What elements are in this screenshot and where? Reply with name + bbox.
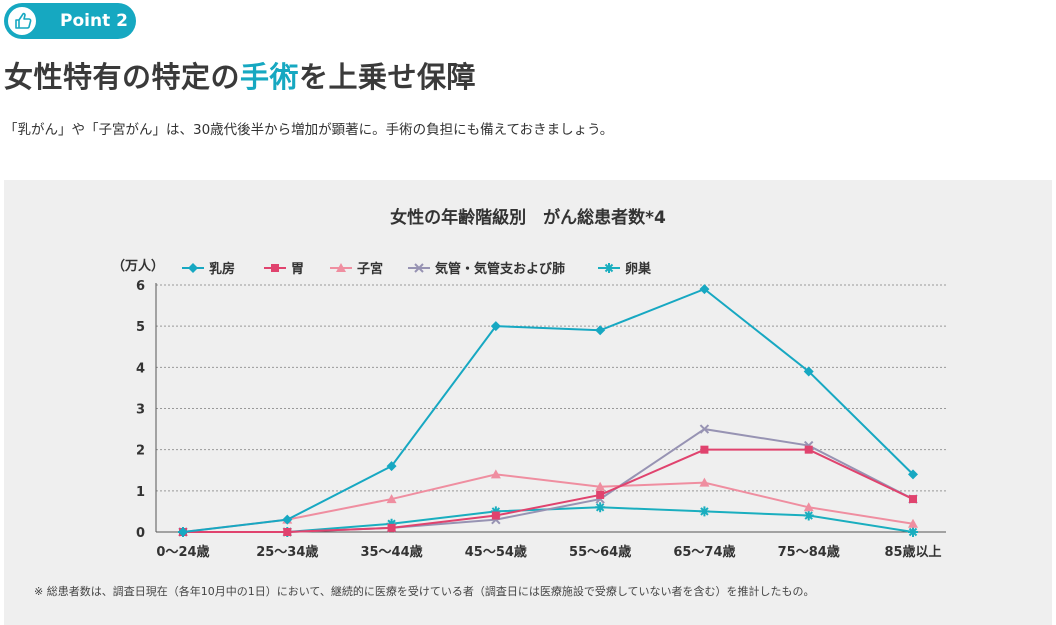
legend-marker [336, 263, 346, 272]
data-point [908, 469, 918, 480]
line-chart: 女性の年齢階級別 がん総患者数*4 （万人） 0 1 2 3 4 5 6 0〜24歳 25〜34歳 3… [34, 207, 946, 598]
x-tick-label: 75〜84歳 [778, 544, 840, 560]
series-line-5 [183, 506, 914, 533]
data-point [595, 502, 606, 513]
thumbs-up-icon [6, 5, 38, 37]
title-part-1: 女性特有の特定の [4, 60, 241, 94]
data-point [596, 490, 605, 499]
data-point [908, 527, 918, 537]
data-point [283, 528, 292, 536]
series-line-2 [183, 448, 914, 533]
data-point [386, 461, 397, 472]
y-axis-label: （万人） [112, 258, 164, 274]
description-text: 「乳がん」や「子宮がん」は、30歳代後半から増加が顕著に。手術の負担にも備えてお… [4, 122, 614, 138]
x-tick-label: 35〜44歳 [360, 544, 422, 560]
title-part-2: を上乗せ保障 [299, 60, 477, 94]
data-point [595, 325, 606, 336]
data-point [386, 494, 397, 504]
y-tick-label: 6 [136, 279, 145, 294]
data-point [490, 506, 501, 517]
legend-label: 胃 [291, 262, 304, 277]
data-point [491, 511, 500, 520]
chart-title: 女性の年齢階級別 がん総患者数*4 [390, 207, 666, 228]
data-point [909, 495, 917, 504]
y-tick-label: 3 [136, 403, 145, 418]
series-line-1 [182, 287, 914, 533]
x-tick-label: 0〜24歳 [156, 544, 209, 560]
x-tick-label: 55〜64歳 [569, 544, 631, 560]
legend-marker [414, 263, 424, 273]
legend-label: 乳房 [209, 261, 235, 277]
x-tick-label: 25〜34歳 [256, 544, 318, 560]
data-point [178, 527, 188, 537]
footnote: ※ 総患者数は、調査日現在（各年10月中の1日）において、継続的に医療を受けてい… [34, 584, 815, 598]
title-highlight: 手術 [240, 60, 300, 94]
y-tick-label: 5 [136, 320, 145, 335]
data-point [699, 424, 710, 434]
x-tick-label: 85歳以上 [884, 544, 941, 560]
legend-marker [604, 263, 614, 273]
x-tick-label: 45〜54歳 [465, 544, 527, 560]
page-title: 女性特有の特定の手術を上乗せ保障 [4, 54, 476, 96]
data-point [803, 502, 814, 512]
data-point [699, 284, 710, 295]
y-tick-label: 4 [136, 361, 145, 376]
data-point [908, 518, 918, 528]
data-point [387, 523, 396, 532]
legend-marker [271, 264, 279, 272]
data-point [595, 481, 606, 491]
y-tick-label: 1 [136, 485, 145, 500]
x-tick-label: 65〜74歳 [673, 544, 735, 560]
legend-label: 気管・気管支および肺 [435, 261, 565, 277]
data-point [282, 514, 293, 525]
data-point [699, 506, 710, 517]
data-point [803, 510, 814, 521]
point-label: Point 2 [60, 11, 128, 31]
data-point [699, 477, 710, 487]
data-point [490, 321, 501, 332]
data-point [804, 445, 813, 454]
legend-marker [188, 263, 198, 273]
point-badge: Point 2 [4, 3, 136, 39]
data-point [803, 366, 814, 377]
legend-label: 子宮 [357, 261, 383, 277]
legend-label: 卵巣 [625, 261, 652, 277]
y-tick-label: 0 [136, 526, 145, 541]
y-tick-label: 2 [136, 444, 145, 459]
series-line-3 [182, 473, 914, 533]
data-point [386, 518, 397, 529]
data-point [490, 469, 501, 479]
data-point [700, 445, 709, 454]
chart-panel: 女性の年齢階級別 がん総患者数*4 （万人） 0 1 2 3 4 5 6 0〜24歳 25〜34歳 3… [4, 180, 1052, 625]
